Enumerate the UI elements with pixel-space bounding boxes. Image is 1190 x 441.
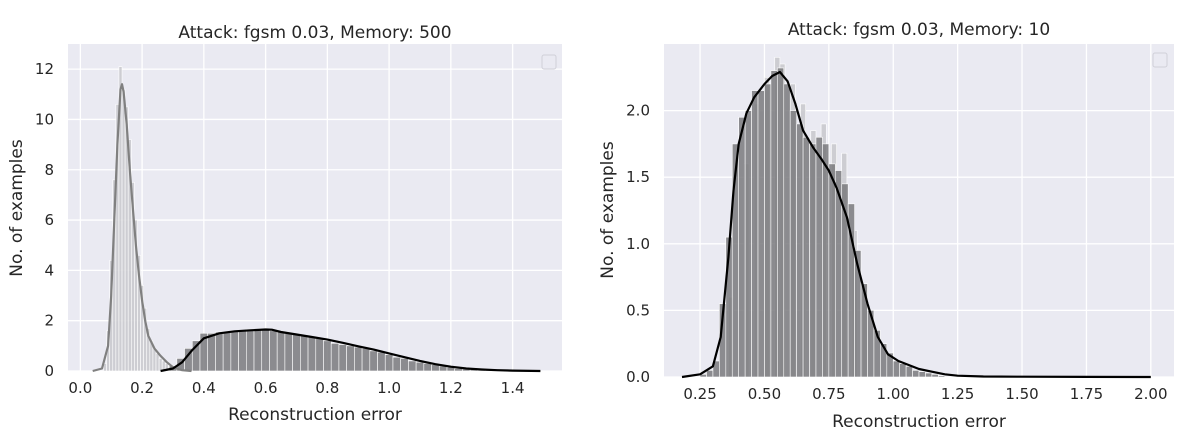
adversarial-histogram-bar: [215, 332, 223, 371]
adversarial-histogram-bar: [893, 361, 899, 377]
x-tick-label: 0.4: [192, 379, 216, 397]
adversarial-histogram-bar: [906, 366, 912, 377]
y-tick-label: 4: [44, 261, 54, 279]
y-axis-label: No. of examples: [598, 141, 618, 279]
adversarial-histogram-bar: [739, 117, 745, 377]
chart-title: Attack: fgsm 0.03, Memory: 10: [788, 20, 1050, 40]
x-tick-label: 1.75: [1070, 385, 1103, 403]
y-tick-label: 8: [44, 161, 54, 179]
y-axis-label: No. of examples: [7, 139, 27, 277]
y-tick-label: 2.0: [626, 102, 650, 120]
x-tick-label: 0.25: [683, 385, 716, 403]
y-tick-label: 1.5: [626, 168, 650, 186]
adversarial-histogram-bar: [293, 335, 301, 371]
chart-panel-memory-500: 0.0 0.2 0.4 0.6 0.8 1.0 1.2 1.4 0 2 4 6 8 10 12 Attack…: [7, 23, 562, 425]
adversarial-histogram-bar: [771, 71, 777, 377]
adversarial-histogram-bar: [231, 331, 239, 371]
x-tick-label: 1.25: [941, 385, 974, 403]
y-tick-label: 0: [44, 362, 54, 380]
adversarial-histogram-bar: [262, 329, 270, 371]
x-tick-label: 1.50: [1005, 385, 1038, 403]
adversarial-histogram-bar: [810, 144, 816, 377]
adversarial-histogram-bar: [777, 68, 783, 377]
x-tick-label: 1.2: [439, 379, 463, 397]
adversarial-histogram-bar: [925, 373, 931, 377]
adversarial-histogram-bar: [764, 84, 770, 377]
y-tick-label: 12: [35, 60, 54, 78]
adversarial-histogram-bar: [758, 91, 764, 377]
adversarial-histogram-bar: [393, 357, 401, 371]
adversarial-histogram-bar: [223, 332, 231, 371]
adversarial-histogram-bar: [339, 345, 347, 371]
adversarial-histogram-bar: [362, 348, 370, 371]
x-tick-label: 0.75: [812, 385, 845, 403]
x-tick-label: 0.2: [130, 379, 154, 397]
adversarial-histogram-bar: [354, 347, 362, 371]
adversarial-histogram-bar: [932, 374, 938, 377]
x-tick-label: 2.00: [1134, 385, 1167, 403]
adversarial-histogram-bar: [913, 370, 919, 377]
adversarial-histogram-bar: [277, 332, 285, 371]
y-tick-label: 0.5: [626, 301, 650, 319]
adversarial-histogram-bar: [401, 358, 409, 371]
x-tick-label: 0.50: [748, 385, 781, 403]
adversarial-histogram-bar: [269, 331, 277, 371]
adversarial-histogram-bar: [300, 336, 308, 371]
adversarial-histogram-bar: [416, 362, 424, 371]
adversarial-histogram-bar: [323, 341, 331, 371]
x-tick-label: 0.8: [315, 379, 339, 397]
adversarial-histogram-bar: [347, 346, 355, 371]
adversarial-histogram-bar: [254, 329, 262, 371]
chart-title: Attack: fgsm 0.03, Memory: 500: [178, 23, 451, 43]
x-tick-label: 1.0: [377, 379, 401, 397]
adversarial-histogram-bar: [378, 352, 386, 371]
adversarial-histogram-bar: [745, 111, 751, 377]
adversarial-histogram-bar: [385, 355, 393, 371]
adversarial-histogram-bar: [239, 331, 247, 371]
adversarial-histogram-bar: [822, 144, 828, 377]
adversarial-histogram-bar: [790, 111, 796, 377]
chart-panel-memory-10: 0.25 0.50 0.75 1.00 1.25 1.50 1.75 2.00 0.0 0.5 1.…: [598, 20, 1174, 432]
adversarial-histogram-bar: [919, 372, 925, 377]
adversarial-histogram-bar: [208, 333, 216, 371]
adversarial-histogram-bar: [285, 333, 293, 371]
adversarial-histogram-bar: [829, 164, 835, 377]
y-tick-label: 6: [44, 211, 54, 229]
adversarial-histogram-bar: [370, 351, 378, 371]
adversarial-histogram-bar: [816, 137, 822, 377]
y-tick-label: 0.0: [626, 368, 650, 386]
adversarial-histogram-bar: [331, 343, 339, 371]
adversarial-histogram-bar: [308, 337, 316, 371]
adversarial-histogram-bar: [803, 137, 809, 377]
adversarial-histogram-bar: [707, 370, 713, 377]
clean-histogram-bar: [122, 89, 125, 371]
x-tick-label: 0.0: [68, 379, 92, 397]
clean-histogram-bar: [156, 353, 159, 371]
x-tick-label: 1.00: [877, 385, 910, 403]
adversarial-histogram-bar: [246, 329, 254, 371]
adversarial-histogram-bar: [752, 91, 758, 377]
y-tick-label: 2: [44, 312, 54, 330]
x-tick-label: 0.6: [254, 379, 278, 397]
x-axis-label: Reconstruction error: [228, 405, 402, 425]
adversarial-histogram-bar: [424, 363, 432, 371]
clean-histogram-bar: [159, 358, 162, 371]
clean-histogram-bar: [153, 348, 156, 371]
adversarial-histogram-bar: [316, 338, 324, 371]
adversarial-histogram-bar: [408, 361, 416, 371]
y-tick-label: 10: [35, 110, 54, 128]
adversarial-histogram-bar: [797, 124, 803, 377]
adversarial-histogram-bar: [784, 84, 790, 377]
adversarial-histogram-bar: [938, 376, 944, 377]
adversarial-histogram-bar: [900, 364, 906, 377]
y-tick-label: 1.0: [626, 235, 650, 253]
x-axis-label: Reconstruction error: [832, 412, 1006, 432]
x-tick-label: 1.4: [501, 379, 525, 397]
